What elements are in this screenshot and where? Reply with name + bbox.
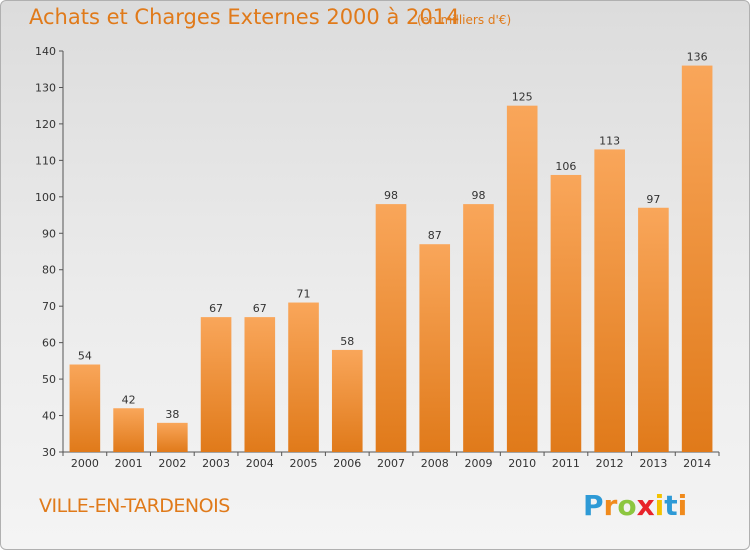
logo-letter: o [617, 489, 637, 522]
y-tick-label: 40 [42, 410, 56, 423]
chart-axes: 30 40 50 60 70 80 90 100 110 120 130 140 2000 2001 200… [35, 45, 720, 470]
bar [375, 204, 407, 452]
x-tick-label: 2011 [552, 457, 580, 470]
data-label: 98 [471, 189, 485, 202]
bar-chart: 30 40 50 60 70 80 90 100 110 120 130 140 2000 2001 200… [35, 45, 720, 470]
y-tick-label: 60 [42, 337, 56, 350]
x-tick-label: 2008 [421, 457, 449, 470]
x-tick-label: 2014 [683, 457, 711, 470]
x-tick-label: 2009 [464, 457, 492, 470]
data-label: 54 [78, 350, 92, 363]
data-label: 98 [384, 189, 398, 202]
x-tick-label: 2010 [508, 457, 536, 470]
bar [419, 244, 451, 452]
x-tick-label: 2002 [158, 457, 186, 470]
bar [681, 65, 713, 452]
city-name: VILLE-EN-TARDENOIS [39, 495, 230, 517]
bar [594, 149, 625, 452]
data-label: 42 [122, 393, 136, 406]
y-tick-label: 140 [35, 45, 56, 58]
bar [69, 364, 101, 452]
data-label: 67 [253, 302, 267, 315]
bar [244, 317, 276, 452]
bar [506, 105, 538, 452]
x-tick-label: 2003 [202, 457, 230, 470]
data-label: 106 [555, 160, 576, 173]
x-tick-label: 2007 [377, 457, 405, 470]
x-tick-label: 2006 [333, 457, 361, 470]
data-label: 67 [209, 302, 223, 315]
bar [331, 349, 363, 452]
data-label: 97 [646, 193, 660, 206]
y-tick-label: 100 [35, 191, 56, 204]
y-tick-label: 130 [35, 81, 56, 94]
data-label: 125 [512, 91, 533, 104]
data-label: 58 [340, 335, 354, 348]
y-tick-label: 90 [42, 227, 56, 240]
y-tick-label: 50 [42, 373, 56, 386]
data-label: 87 [428, 229, 442, 242]
logo-letter: P [583, 489, 604, 522]
bar [113, 408, 144, 452]
bar [463, 204, 494, 452]
x-tick-label: 2013 [639, 457, 667, 470]
data-label: 38 [165, 408, 179, 421]
bar [200, 317, 232, 452]
logo-letter: t [664, 489, 678, 522]
y-tick-label: 30 [42, 446, 56, 459]
y-tick-label: 80 [42, 264, 56, 277]
x-tick-label: 2000 [71, 457, 99, 470]
bar [157, 422, 188, 452]
bar [288, 302, 319, 452]
logo-letter: r [603, 489, 618, 522]
chart-bars [69, 65, 713, 453]
y-tick-label: 110 [35, 154, 56, 167]
chart-title: Achats et Charges Externes 2000 à 2014 [29, 5, 460, 29]
x-tick-label: 2001 [115, 457, 143, 470]
chart-data-labels: 54 42 38 67 67 71 58 98 87 98 125 106 113 97 136 [78, 51, 708, 421]
x-tick-label: 2004 [246, 457, 274, 470]
data-label: 136 [687, 51, 708, 64]
x-tick-label: 2005 [290, 457, 318, 470]
y-tick-label: 70 [42, 300, 56, 313]
x-tick-label: 2012 [596, 457, 624, 470]
data-label: 71 [297, 288, 311, 301]
proxiti-logo: Proxiti [583, 489, 687, 522]
y-tick-label: 120 [35, 118, 56, 131]
bar [638, 207, 669, 452]
bar [550, 174, 582, 453]
logo-letter: x [636, 489, 655, 522]
logo-letter: i [654, 489, 665, 522]
data-label: 113 [599, 134, 620, 147]
logo-letter: i [677, 489, 688, 522]
chart-subtitle: (en milliers d'€) [417, 13, 512, 27]
